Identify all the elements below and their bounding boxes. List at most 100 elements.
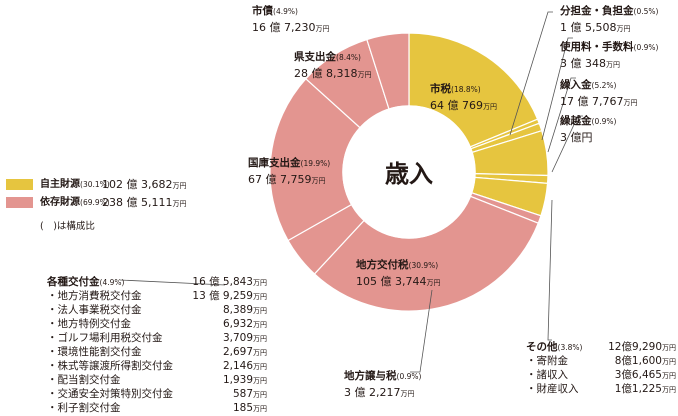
slice-percent: 0.9%	[399, 372, 419, 381]
kakushu-item-amount: 3,709	[222, 332, 253, 344]
unit: 万円	[253, 279, 267, 287]
ratio-note: ( )は構成比	[40, 221, 95, 232]
legend-percent-jishu: 30.1%	[82, 180, 107, 189]
slice-percent: 0.5%	[636, 7, 656, 16]
kakushu-item-name: ・ゴルフ場利用税交付金	[47, 332, 163, 344]
kakushu-item-amount: 2,146	[222, 360, 253, 372]
legend-amount-jishu: 102 億 3,682	[102, 178, 173, 191]
slice-label-10: 県支出金(8.4%) 28 億 8,318万円	[294, 51, 372, 80]
slice-percent: 4.9%	[275, 7, 295, 16]
sonota-item-name: ・財産収入	[526, 383, 579, 395]
leader-line	[509, 11, 553, 136]
slice-label-11: 市債(4.9%) 16 億 7,230万円	[252, 5, 330, 34]
kakushu-item-name: ・利子割交付金	[47, 402, 121, 414]
unit: 万円	[662, 344, 676, 352]
unit: 万円	[253, 405, 267, 413]
slice-name: 地方交付税	[356, 259, 409, 271]
kakushu-item: ・地方消費税交付金 13 億 9,259万円	[47, 289, 267, 303]
leader-line	[547, 77, 576, 153]
sonota-amount: 12億9,290	[608, 341, 662, 353]
ring-label-char: 存	[343, 182, 359, 196]
kakushu-item-amount: 587	[232, 388, 253, 400]
kakushu-item-amount: 1,939	[222, 374, 253, 386]
leader-line	[541, 37, 573, 141]
unit: 万円	[253, 335, 267, 343]
slice-name: 使用料・手数料	[560, 41, 634, 53]
legend-swatch-jishu	[6, 179, 33, 190]
slice-label-2: 使用料・手数料(0.9%) 3 億 348万円	[560, 41, 659, 70]
unit: 万円	[426, 279, 441, 287]
unit: 万円	[606, 61, 620, 69]
slice-amount: 16 億 7,230	[252, 21, 316, 34]
unit: 万円	[253, 307, 267, 315]
sonota-item-name: ・諸収入	[526, 369, 568, 381]
kakushu-breakdown: 各種交付金(4.9%) 16 億 5,843万円 ・地方消費税交付金 13 億 9…	[47, 276, 267, 415]
legend-amount-izon: 238 億 5,111	[102, 196, 173, 209]
slice-name: 市債	[252, 5, 273, 17]
slice-amount: 3 億 2,217	[344, 386, 401, 399]
slice-label-3: 繰入金(5.2%) 17 億 7,767万円	[560, 79, 638, 108]
kakushu-item: ・利子割交付金 185万円	[47, 401, 267, 415]
center-circle	[372, 135, 446, 209]
slice-label-4: 繰越金(0.9%) 3 億円	[560, 115, 617, 144]
kakushu-item-name: ・地方特例交付金	[47, 318, 131, 330]
kakushu-item: ・配当割交付金 1,939万円	[47, 373, 267, 387]
unit: 万円	[253, 321, 267, 329]
unit: 万円	[253, 293, 267, 301]
kakushu-item: ・環境性能割交付金 2,697万円	[47, 345, 267, 359]
slice-amount: 17 億 7,767	[560, 95, 624, 108]
sonota-item: ・寄附金 8億1,600万円	[526, 354, 676, 368]
slice-percent: 0.9%	[636, 43, 656, 52]
kakushu-item-amount: 185	[232, 402, 253, 414]
kakushu-item-name: ・配当割交付金	[47, 374, 121, 386]
legend-swatch-izon	[6, 197, 33, 208]
ring-label-char: 財	[346, 190, 364, 207]
slice-name: 繰入金	[560, 79, 592, 91]
leader-line	[119, 279, 226, 286]
leader-line	[547, 199, 553, 341]
unit: 万円	[253, 391, 267, 399]
kakushu-percent: 4.9%	[102, 278, 122, 287]
unit: 万円	[400, 390, 415, 398]
kakushu-item-name: ・法人事業税交付金	[47, 304, 142, 316]
kakushu-item-name: ・環境性能割交付金	[47, 346, 142, 358]
slice-label-9: 国庫支出金(19.9%) 67 億 7,759万円	[248, 157, 331, 186]
kakushu-item-name: ・交通安全対策特別交付金	[47, 388, 173, 400]
slice-amount: 3 億 348	[560, 57, 606, 70]
leader-line	[551, 115, 583, 173]
chart-title: 歳入	[385, 160, 433, 188]
sonota-name: その他	[526, 341, 558, 353]
kakushu-item-name: ・株式等譲渡所得割交付金	[47, 360, 173, 372]
slice-name: 地方譲与税	[344, 370, 397, 382]
slice-amount: 3 億円	[560, 131, 593, 144]
legend-name-jishu: 自主財源	[40, 179, 80, 190]
unit: 万円	[662, 372, 676, 380]
unit: 万円	[662, 358, 676, 366]
slice-name: 分担金・負担金	[560, 5, 634, 17]
kakushu-item-name: ・地方消費税交付金	[47, 290, 142, 302]
kakushu-item-amount: 8,389	[222, 304, 253, 316]
unit: 万円	[357, 71, 372, 79]
sonota-item-amount: 1億1,225	[614, 383, 662, 395]
unit: 万円	[315, 25, 330, 33]
kakushu-item-amount: 13 億 9,259	[192, 290, 253, 302]
kakushu-name: 各種交付金	[47, 276, 100, 288]
unit: 万円	[253, 349, 267, 357]
slice-amount: 1 億 5,508	[560, 21, 617, 34]
slice-label-6: 地方譲与税(0.9%) 3 億 2,217万円	[344, 370, 422, 399]
slice-amount: 67 億 7,759	[248, 173, 312, 186]
slice-percent: 18.8%	[453, 85, 478, 94]
kakushu-item: ・交通安全対策特別交付金 587万円	[47, 387, 267, 401]
unit: 万円	[311, 177, 326, 185]
slice-amount: 64 億 769	[430, 99, 483, 112]
kakushu-amount: 16 億 5,843	[192, 276, 253, 288]
slice-name: 国庫支出金	[248, 157, 301, 169]
kakushu-item: ・地方特例交付金 6,932万円	[47, 317, 267, 331]
unit: 万円	[172, 182, 187, 190]
kakushu-item: ・株式等譲渡所得割交付金 2,146万円	[47, 359, 267, 373]
slice-percent: 19.9%	[303, 159, 328, 168]
kakushu-item-amount: 6,932	[222, 318, 253, 330]
unit: 万円	[483, 103, 497, 111]
sonota-item-amount: 3億6,465	[614, 369, 662, 381]
